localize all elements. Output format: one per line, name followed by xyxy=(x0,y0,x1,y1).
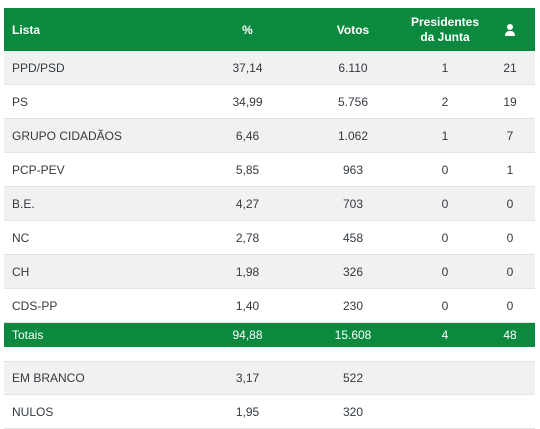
list-votes: 230 xyxy=(342,298,364,313)
list-seats: 1 xyxy=(506,162,514,177)
header-votes: Votos xyxy=(336,22,370,37)
list-seats: 7 xyxy=(506,128,514,143)
extra-percent: 3,17 xyxy=(235,371,260,385)
list-votes: 703 xyxy=(342,196,364,211)
list-name: PCP-PEV xyxy=(12,162,65,177)
list-votes: 1.062 xyxy=(337,128,369,143)
list-votes: 5.756 xyxy=(337,94,369,109)
list-percent: 6,46 xyxy=(235,128,260,143)
table-row: CDS-PP 1,40 230 0 0 xyxy=(4,289,535,323)
table-row: B.E. 4,27 703 0 0 xyxy=(4,187,535,221)
list-presidents: 1 xyxy=(441,60,449,75)
totals-percent: 94,88 xyxy=(232,328,263,342)
list-presidents: 0 xyxy=(441,196,449,211)
extra-name: EM BRANCO xyxy=(12,371,85,385)
list-seats: 19 xyxy=(503,94,517,109)
extra-row: NULOS 1,95 320 xyxy=(4,395,535,429)
table-header: Lista % Votos Presidentes da Junta xyxy=(4,8,535,51)
list-votes: 963 xyxy=(342,162,364,177)
list-presidents: 0 xyxy=(441,230,449,245)
list-votes: 326 xyxy=(342,264,364,279)
list-percent: 34,99 xyxy=(232,94,263,109)
list-name: GRUPO CIDADÃOS xyxy=(12,128,123,143)
list-percent: 37,14 xyxy=(232,60,263,75)
table-row: PPD/PSD 37,14 6.110 1 21 xyxy=(4,51,535,85)
list-seats: 21 xyxy=(503,60,517,75)
list-name: PS xyxy=(12,94,29,109)
list-presidents: 1 xyxy=(441,128,449,143)
list-votes: 6.110 xyxy=(338,60,368,75)
totals-label: Totais xyxy=(12,328,44,342)
list-percent: 1,98 xyxy=(235,264,260,279)
list-seats: 0 xyxy=(506,196,514,211)
list-percent: 2,78 xyxy=(235,230,260,245)
extra-votes: 320 xyxy=(342,404,364,419)
table-row: PCP-PEV 5,85 963 0 1 xyxy=(4,153,535,187)
totals-presidents: 4 xyxy=(441,328,449,342)
extra-votes: 522 xyxy=(342,371,364,385)
list-seats: 0 xyxy=(506,264,514,279)
person-icon xyxy=(504,24,516,37)
extra-row: EM BRANCO 3,17 522 xyxy=(4,361,535,395)
list-presidents: 0 xyxy=(441,264,449,279)
list-name: CH xyxy=(12,264,30,279)
list-presidents: 0 xyxy=(441,298,449,313)
table-row: NC 2,78 458 0 0 xyxy=(4,221,535,255)
header-presidents: Presidentes da Junta xyxy=(410,14,480,44)
table-row: GRUPO CIDADÃOS 6,46 1.062 1 7 xyxy=(4,119,535,153)
list-votes: 458 xyxy=(342,230,364,245)
list-name: CDS-PP xyxy=(12,298,58,313)
results-table: Lista % Votos Presidentes da Junta PPD/P… xyxy=(4,8,535,429)
header-list: Lista xyxy=(12,22,41,37)
header-seats xyxy=(485,23,535,37)
totals-row: Totais 94,88 15.608 4 48 xyxy=(4,323,535,347)
list-presidents: 0 xyxy=(441,162,449,177)
list-name: PPD/PSD xyxy=(12,60,65,75)
list-percent: 5,85 xyxy=(235,162,260,177)
header-percent: % xyxy=(242,22,253,37)
list-presidents: 2 xyxy=(441,94,449,109)
table-row: CH 1,98 326 0 0 xyxy=(4,255,535,289)
extra-name: NULOS xyxy=(12,404,54,419)
list-name: NC xyxy=(12,230,30,245)
list-seats: 0 xyxy=(506,230,514,245)
list-percent: 1,40 xyxy=(235,298,260,313)
totals-votes: 15.608 xyxy=(334,328,372,342)
totals-seats: 48 xyxy=(503,328,517,342)
table-row: PS 34,99 5.756 2 19 xyxy=(4,85,535,119)
extra-percent: 1,95 xyxy=(235,404,260,419)
list-seats: 0 xyxy=(506,298,514,313)
list-percent: 4,27 xyxy=(235,196,260,211)
list-name: B.E. xyxy=(12,196,35,211)
